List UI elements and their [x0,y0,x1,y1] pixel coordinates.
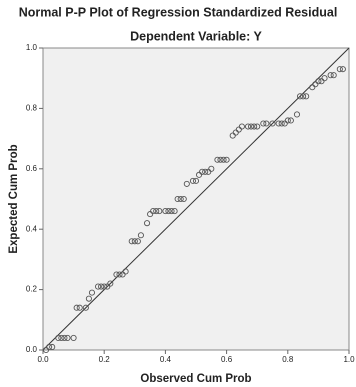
y-tick-label: 0.8 [26,104,38,113]
chart: Normal P-P Plot of Regression Standardiz… [0,0,356,387]
y-tick-label: 0.2 [26,285,38,294]
chart-subtitle: Dependent Variable: Y [130,29,262,43]
x-tick-label: 0.8 [282,355,294,364]
y-tick-label: 0.0 [26,345,38,354]
x-tick-label: 0.0 [37,355,49,364]
x-tick-label: 0.2 [99,355,111,364]
y-tick-label: 0.4 [26,224,38,233]
x-tick-label: 0.4 [160,355,172,364]
x-tick-label: 0.6 [221,355,233,364]
y-tick-label: 0.6 [26,164,38,173]
x-axis-title: Observed Cum Prob [140,373,251,385]
y-axis-title: Expected Cum Prob [8,144,20,253]
chart-title: Normal P-P Plot of Regression Standardiz… [19,5,338,19]
y-tick-label: 1.0 [26,43,38,52]
x-tick-label: 1.0 [343,355,355,364]
